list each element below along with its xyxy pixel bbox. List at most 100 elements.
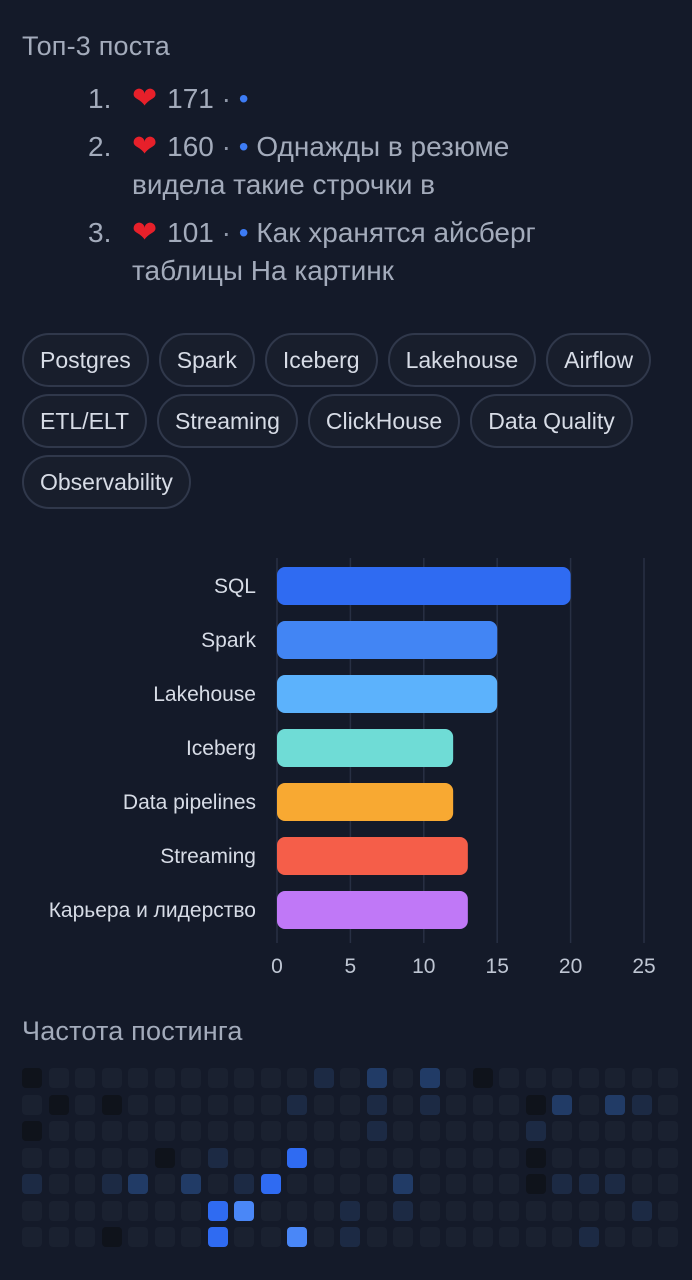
- heatmap-cell[interactable]: [234, 1094, 254, 1115]
- heatmap-cell[interactable]: [499, 1174, 519, 1194]
- heatmap-cell[interactable]: [22, 1147, 42, 1168]
- heatmap-cell[interactable]: [128, 1121, 148, 1141]
- heatmap-cell[interactable]: [260, 1147, 281, 1168]
- heatmap-cell[interactable]: [340, 1068, 360, 1088]
- heatmap-cell[interactable]: [128, 1174, 148, 1194]
- heatmap-cell[interactable]: [287, 1200, 307, 1221]
- heatmap-cell[interactable]: [419, 1094, 440, 1115]
- heatmap-cell[interactable]: [631, 1174, 652, 1194]
- heatmap-cell[interactable]: [260, 1121, 281, 1141]
- heatmap-cell[interactable]: [22, 1094, 42, 1115]
- heatmap-cell[interactable]: [658, 1200, 678, 1221]
- heatmap-cell[interactable]: [366, 1147, 387, 1168]
- heatmap-cell[interactable]: [128, 1068, 148, 1088]
- heatmap-cell[interactable]: [525, 1174, 546, 1194]
- tag-chip[interactable]: ETL/ELT: [22, 394, 148, 448]
- heatmap-cell[interactable]: [446, 1094, 466, 1115]
- heatmap-cell[interactable]: [128, 1200, 148, 1221]
- heatmap-cell[interactable]: [499, 1094, 519, 1115]
- heatmap-cell[interactable]: [552, 1121, 572, 1141]
- heatmap-cell[interactable]: [499, 1147, 519, 1168]
- heatmap-cell[interactable]: [101, 1147, 122, 1168]
- heatmap-cell[interactable]: [578, 1200, 599, 1221]
- heatmap-cell[interactable]: [578, 1147, 599, 1168]
- tag-chip[interactable]: Airflow: [546, 333, 652, 387]
- heatmap-cell[interactable]: [446, 1174, 466, 1194]
- heatmap-cell[interactable]: [75, 1200, 95, 1221]
- heatmap-cell[interactable]: [75, 1147, 95, 1168]
- heatmap-cell[interactable]: [499, 1068, 519, 1088]
- heatmap-cell[interactable]: [128, 1147, 148, 1168]
- heatmap-cell[interactable]: [605, 1174, 625, 1194]
- heatmap-cell[interactable]: [366, 1227, 387, 1247]
- heatmap-cell[interactable]: [605, 1121, 625, 1141]
- heatmap-cell[interactable]: [366, 1068, 387, 1088]
- heatmap-cell[interactable]: [207, 1121, 228, 1141]
- heatmap-cell[interactable]: [446, 1147, 466, 1168]
- heatmap-cell[interactable]: [499, 1121, 519, 1141]
- heatmap-cell[interactable]: [207, 1200, 228, 1221]
- heatmap-cell[interactable]: [393, 1200, 413, 1221]
- heatmap-cell[interactable]: [472, 1121, 493, 1141]
- heatmap-cell[interactable]: [552, 1147, 572, 1168]
- heatmap-cell[interactable]: [578, 1068, 599, 1088]
- heatmap-cell[interactable]: [578, 1121, 599, 1141]
- heatmap-cell[interactable]: [287, 1147, 307, 1168]
- heatmap-cell[interactable]: [340, 1094, 360, 1115]
- heatmap-cell[interactable]: [154, 1174, 175, 1194]
- heatmap-cell[interactable]: [181, 1121, 201, 1141]
- heatmap-cell[interactable]: [472, 1094, 493, 1115]
- heatmap-cell[interactable]: [631, 1068, 652, 1088]
- heatmap-cell[interactable]: [631, 1094, 652, 1115]
- heatmap-cell[interactable]: [101, 1200, 122, 1221]
- heatmap-cell[interactable]: [287, 1094, 307, 1115]
- heatmap-cell[interactable]: [128, 1227, 148, 1247]
- tag-chip[interactable]: Iceberg: [264, 333, 378, 387]
- heatmap-cell[interactable]: [393, 1068, 413, 1088]
- heatmap-cell[interactable]: [75, 1094, 95, 1115]
- heatmap-cell[interactable]: [260, 1174, 281, 1194]
- heatmap-cell[interactable]: [181, 1068, 201, 1088]
- heatmap-cell[interactable]: [181, 1200, 201, 1221]
- heatmap-cell[interactable]: [75, 1227, 95, 1247]
- heatmap-cell[interactable]: [578, 1094, 599, 1115]
- heatmap-cell[interactable]: [631, 1147, 652, 1168]
- heatmap-cell[interactable]: [419, 1174, 440, 1194]
- heatmap-cell[interactable]: [525, 1121, 546, 1141]
- heatmap-cell[interactable]: [48, 1147, 69, 1168]
- heatmap-cell[interactable]: [207, 1147, 228, 1168]
- heatmap-cell[interactable]: [552, 1094, 572, 1115]
- heatmap-cell[interactable]: [605, 1094, 625, 1115]
- heatmap-cell[interactable]: [472, 1227, 493, 1247]
- heatmap-cell[interactable]: [22, 1121, 42, 1141]
- heatmap-cell[interactable]: [154, 1227, 175, 1247]
- heatmap-cell[interactable]: [658, 1121, 678, 1141]
- heatmap-cell[interactable]: [446, 1227, 466, 1247]
- heatmap-cell[interactable]: [419, 1147, 440, 1168]
- heatmap-cell[interactable]: [287, 1068, 307, 1088]
- heatmap-cell[interactable]: [154, 1094, 175, 1115]
- heatmap-cell[interactable]: [75, 1068, 95, 1088]
- heatmap-cell[interactable]: [207, 1068, 228, 1088]
- heatmap-cell[interactable]: [207, 1227, 228, 1247]
- heatmap-cell[interactable]: [419, 1068, 440, 1088]
- heatmap-cell[interactable]: [578, 1174, 599, 1194]
- heatmap-cell[interactable]: [154, 1147, 175, 1168]
- heatmap-cell[interactable]: [525, 1147, 546, 1168]
- heatmap-cell[interactable]: [48, 1200, 69, 1221]
- heatmap-cell[interactable]: [552, 1068, 572, 1088]
- heatmap-cell[interactable]: [313, 1094, 334, 1115]
- heatmap-cell[interactable]: [234, 1121, 254, 1141]
- heatmap-cell[interactable]: [260, 1068, 281, 1088]
- heatmap-cell[interactable]: [48, 1227, 69, 1247]
- heatmap-cell[interactable]: [393, 1121, 413, 1141]
- heatmap-cell[interactable]: [75, 1174, 95, 1194]
- heatmap-cell[interactable]: [313, 1174, 334, 1194]
- tag-chip[interactable]: ClickHouse: [307, 394, 461, 448]
- heatmap-cell[interactable]: [419, 1227, 440, 1247]
- heatmap-cell[interactable]: [393, 1227, 413, 1247]
- heatmap-cell[interactable]: [658, 1068, 678, 1088]
- heatmap-cell[interactable]: [207, 1174, 228, 1194]
- heatmap-cell[interactable]: [340, 1227, 360, 1247]
- heatmap-cell[interactable]: [552, 1227, 572, 1247]
